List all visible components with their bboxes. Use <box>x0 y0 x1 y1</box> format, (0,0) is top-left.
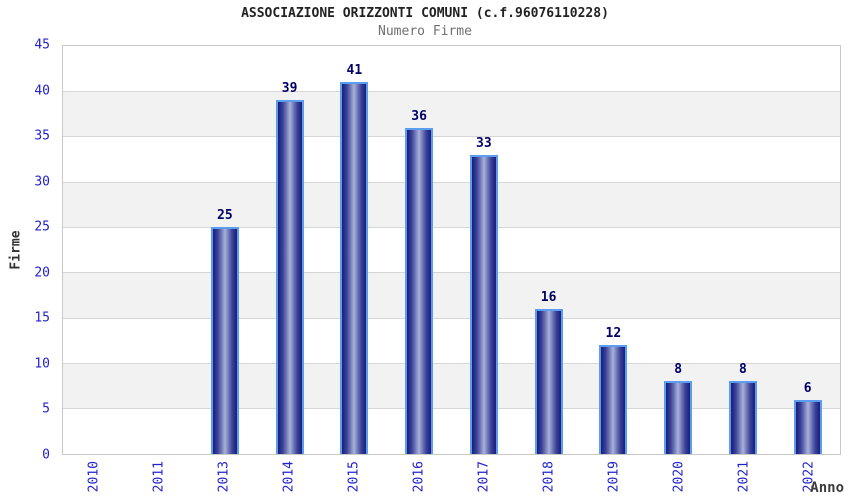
x-tick-label-wrap: 2020 <box>671 461 686 496</box>
bar-2017 <box>469 154 498 454</box>
bar-2019 <box>599 345 628 454</box>
x-tick-label: 2018 <box>541 461 557 493</box>
bar-2014 <box>275 100 304 454</box>
gridline <box>63 90 840 92</box>
bar-2015 <box>340 82 369 454</box>
chart-subtitle: Numero Firme <box>378 24 472 39</box>
bar-2022 <box>793 399 822 454</box>
x-axis-labels: 2010 2011 2013 2014 2015 2016 2017 2018 2019 2020… <box>62 459 841 500</box>
row-band <box>63 272 840 319</box>
y-tick-label: 20 <box>34 265 50 281</box>
bar-2018 <box>534 308 563 454</box>
bar-value-label: 36 <box>411 108 427 124</box>
x-tick-label-wrap: 2011 <box>152 461 167 496</box>
x-tick-label-wrap: 2016 <box>412 461 427 496</box>
x-tick-label-wrap: 2021 <box>736 461 751 496</box>
x-tick-label: 2010 <box>86 461 102 493</box>
bar-value-label: 41 <box>346 63 363 79</box>
x-tick-label-wrap: 2015 <box>347 461 362 496</box>
row-band <box>63 363 840 409</box>
y-tick-label: 40 <box>34 83 50 99</box>
bar-value-label: 6 <box>803 380 812 396</box>
gridline <box>63 317 840 319</box>
plot-area: 25 39 41 36 33 16 12 8 8 6 <box>62 45 841 455</box>
y-axis-title: Firme <box>8 230 24 270</box>
x-tick-label: 2015 <box>346 461 362 493</box>
bar-value-label: 12 <box>605 326 622 342</box>
y-tick-label: 5 <box>42 401 50 417</box>
x-tick-label: 2017 <box>476 461 492 493</box>
bars-layer: 25 39 41 36 33 16 12 8 8 6 <box>63 46 840 454</box>
x-tick-label-wrap: 2010 <box>87 461 102 496</box>
chart-title: ASSOCIAZIONE ORIZZONTI COMUNI (c.f.96076… <box>241 6 609 21</box>
x-tick-label: 2019 <box>606 461 622 493</box>
x-tick-label: 2013 <box>216 461 232 493</box>
x-tick-label: 2016 <box>411 461 427 493</box>
gridline <box>63 181 840 183</box>
x-axis-title: Anno <box>810 480 844 496</box>
y-tick-label: 35 <box>34 128 50 144</box>
y-tick-label: 10 <box>34 356 50 372</box>
bar-value-label: 8 <box>738 362 747 378</box>
bar-2016 <box>405 127 434 454</box>
x-tick-label: 2014 <box>281 461 297 493</box>
bar-2020 <box>664 381 693 454</box>
x-tick-label: 2011 <box>151 461 167 493</box>
y-tick-label: 0 <box>42 447 50 463</box>
bar-value-label: 33 <box>476 135 492 151</box>
gridline <box>63 226 840 228</box>
x-tick-label-wrap: 2019 <box>606 461 621 496</box>
y-tick-label: 30 <box>34 174 50 190</box>
bar-value-label: 8 <box>674 362 683 378</box>
gridline <box>63 408 840 410</box>
x-tick-label: 2020 <box>671 461 687 493</box>
x-tick-label-wrap: 2018 <box>541 461 556 496</box>
bar-value-label: 39 <box>281 81 298 97</box>
y-tick-label: 25 <box>34 219 50 235</box>
row-band <box>63 182 840 228</box>
y-axis-labels: 0 5 10 15 20 25 30 35 40 45 <box>0 38 62 463</box>
x-tick-label-wrap: 2014 <box>282 461 297 496</box>
y-tick-label: 45 <box>34 37 50 53</box>
bar-2021 <box>728 381 757 454</box>
bar-2013 <box>210 227 239 454</box>
gridline <box>63 272 840 274</box>
x-tick-label: 2021 <box>736 461 752 493</box>
row-band <box>63 91 840 137</box>
x-tick-label-wrap: 2017 <box>476 461 491 496</box>
y-tick-label: 15 <box>34 310 50 326</box>
x-tick-label-wrap: 2013 <box>217 461 232 496</box>
gridline <box>63 136 840 138</box>
bar-value-label: 25 <box>217 208 233 224</box>
gridline <box>63 362 840 364</box>
bar-value-label: 16 <box>540 289 557 305</box>
